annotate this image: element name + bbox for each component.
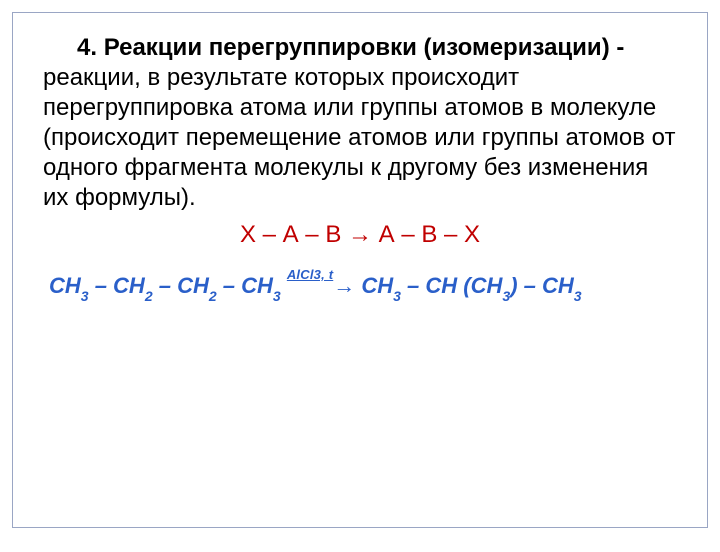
eq-rhs-1: 3 (393, 288, 401, 304)
eq-lhs-3: 2 (145, 288, 153, 304)
generic-scheme: Х – А – В → А – В – Х (43, 219, 677, 250)
eq-lhs-7: 3 (273, 288, 281, 304)
eq-lhs-6: – СН (217, 273, 273, 298)
eq-rhs-5: 3 (574, 288, 582, 304)
eq-lhs-1: 3 (81, 288, 89, 304)
heading-number: 4. (77, 34, 97, 61)
eq-rhs-3: 3 (502, 288, 510, 304)
reaction-equation: СН3 – СН2 – СН2 – СН3 АlСl3, t→ СН3 – СН… (43, 272, 677, 303)
eq-condition: АlСl3, t (287, 267, 333, 282)
heading-title: Реакции перегруппировки (изомеризации) - (104, 34, 625, 61)
eq-lhs-4: – СН (153, 273, 209, 298)
eq-rhs-0: СН (361, 273, 393, 298)
scheme-text: Х – А – В → А – В – Х (240, 221, 480, 248)
eq-lhs-2: – СН (89, 273, 145, 298)
definition-paragraph: 4. Реакции перегруппировки (изомеризации… (43, 33, 677, 213)
eq-lhs-5: 2 (209, 288, 217, 304)
eq-lhs-0: СН (49, 273, 81, 298)
eq-arrow: → (333, 273, 361, 298)
slide-frame: 4. Реакции перегруппировки (изомеризации… (12, 12, 708, 528)
eq-rhs-4: ) – СН (510, 273, 574, 298)
eq-rhs-2: – СН (СН (401, 273, 502, 298)
definition-body: реакции, в результате которых происходит… (43, 64, 675, 211)
eq-lhs-8 (281, 273, 287, 298)
